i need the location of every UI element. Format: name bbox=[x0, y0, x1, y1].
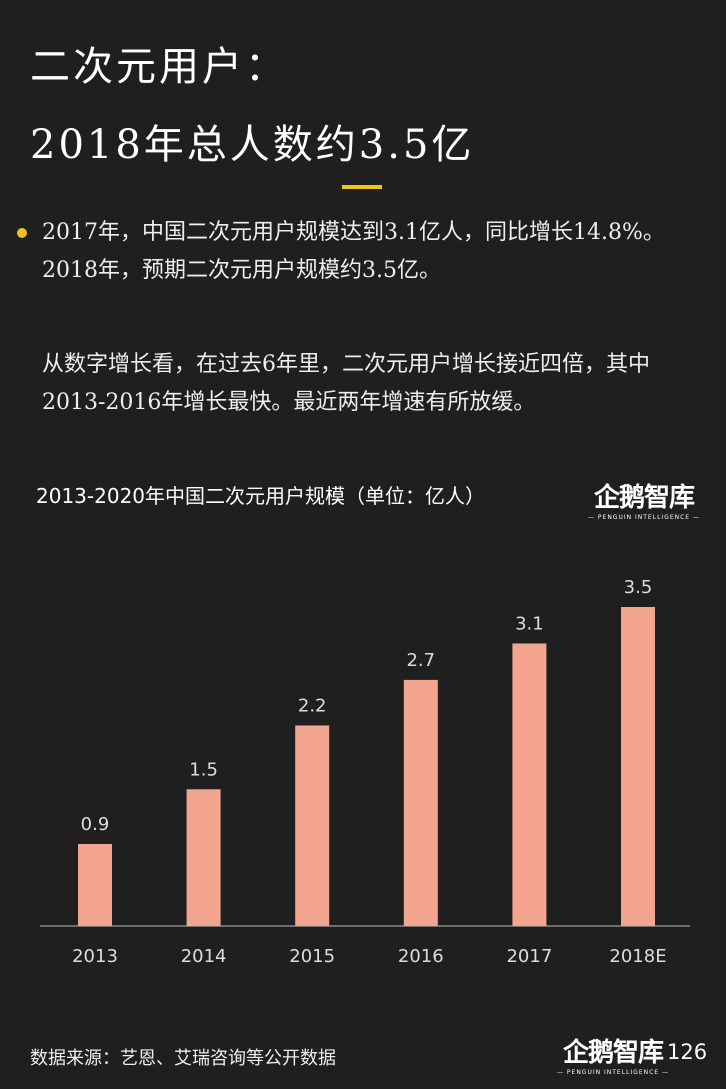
bar-2015 bbox=[295, 725, 330, 926]
data-label: 2.2 bbox=[298, 695, 327, 716]
data-label: 0.9 bbox=[81, 814, 110, 835]
x-tick-label: 2014 bbox=[181, 946, 227, 967]
accent-divider bbox=[342, 185, 382, 189]
x-tick-label: 2013 bbox=[72, 946, 118, 967]
data-label: 2.7 bbox=[406, 650, 435, 671]
bar-chart: 0.9 2013 1.5 2014 2.2 2015 2.7 2016 3.1 2017 3.5 20… bbox=[40, 577, 690, 967]
x-tick-label: 2016 bbox=[398, 946, 444, 967]
logo-tagline: — PENGUIN INTELLIGENCE — bbox=[557, 1069, 669, 1076]
bar-2016 bbox=[403, 679, 438, 926]
logo-name: 企鹅智库 bbox=[562, 1038, 664, 1068]
bar-2018E bbox=[621, 607, 655, 926]
x-tick-label: 2015 bbox=[289, 946, 335, 967]
data-source: 数据来源：艺恩、艾瑞咨询等公开数据 bbox=[30, 1048, 336, 1069]
bar-2014 bbox=[186, 789, 221, 926]
paragraph-2: 从数字增长看，在过去6年里，二次元用户增长接近四倍，其中2013-2016年增长… bbox=[42, 352, 650, 415]
paragraph-1: 2017年，中国二次元用户规模达到3.1亿人，同比增长14.8%。2018年，预… bbox=[42, 220, 665, 283]
page-number: 126 bbox=[667, 1040, 708, 1064]
x-tick-label: 2018E bbox=[609, 946, 666, 967]
x-tick-label: 2017 bbox=[506, 946, 552, 967]
title-line-2: 2018年总人数约3.5亿 bbox=[30, 122, 475, 168]
data-label: 3.5 bbox=[624, 577, 653, 598]
data-label: 1.5 bbox=[189, 759, 218, 780]
title-line-1: 二次元用户： bbox=[30, 44, 288, 90]
data-label: 3.1 bbox=[515, 613, 544, 634]
bullet-dot-icon bbox=[17, 228, 27, 238]
logo-name: 企鹅智库 bbox=[593, 483, 695, 513]
bar-2013 bbox=[78, 843, 112, 926]
logo-tagline: — PENGUIN INTELLIGENCE — bbox=[588, 514, 700, 521]
penguin-logo: 企鹅智库 — PENGUIN INTELLIGENCE — bbox=[588, 477, 700, 521]
footer-penguin-logo: 企鹅智库 — PENGUIN INTELLIGENCE — bbox=[557, 1032, 669, 1076]
chart-title: 2013-2020年中国二次元用户规模（单位：亿人） bbox=[36, 484, 486, 508]
bar-2017 bbox=[512, 643, 547, 926]
